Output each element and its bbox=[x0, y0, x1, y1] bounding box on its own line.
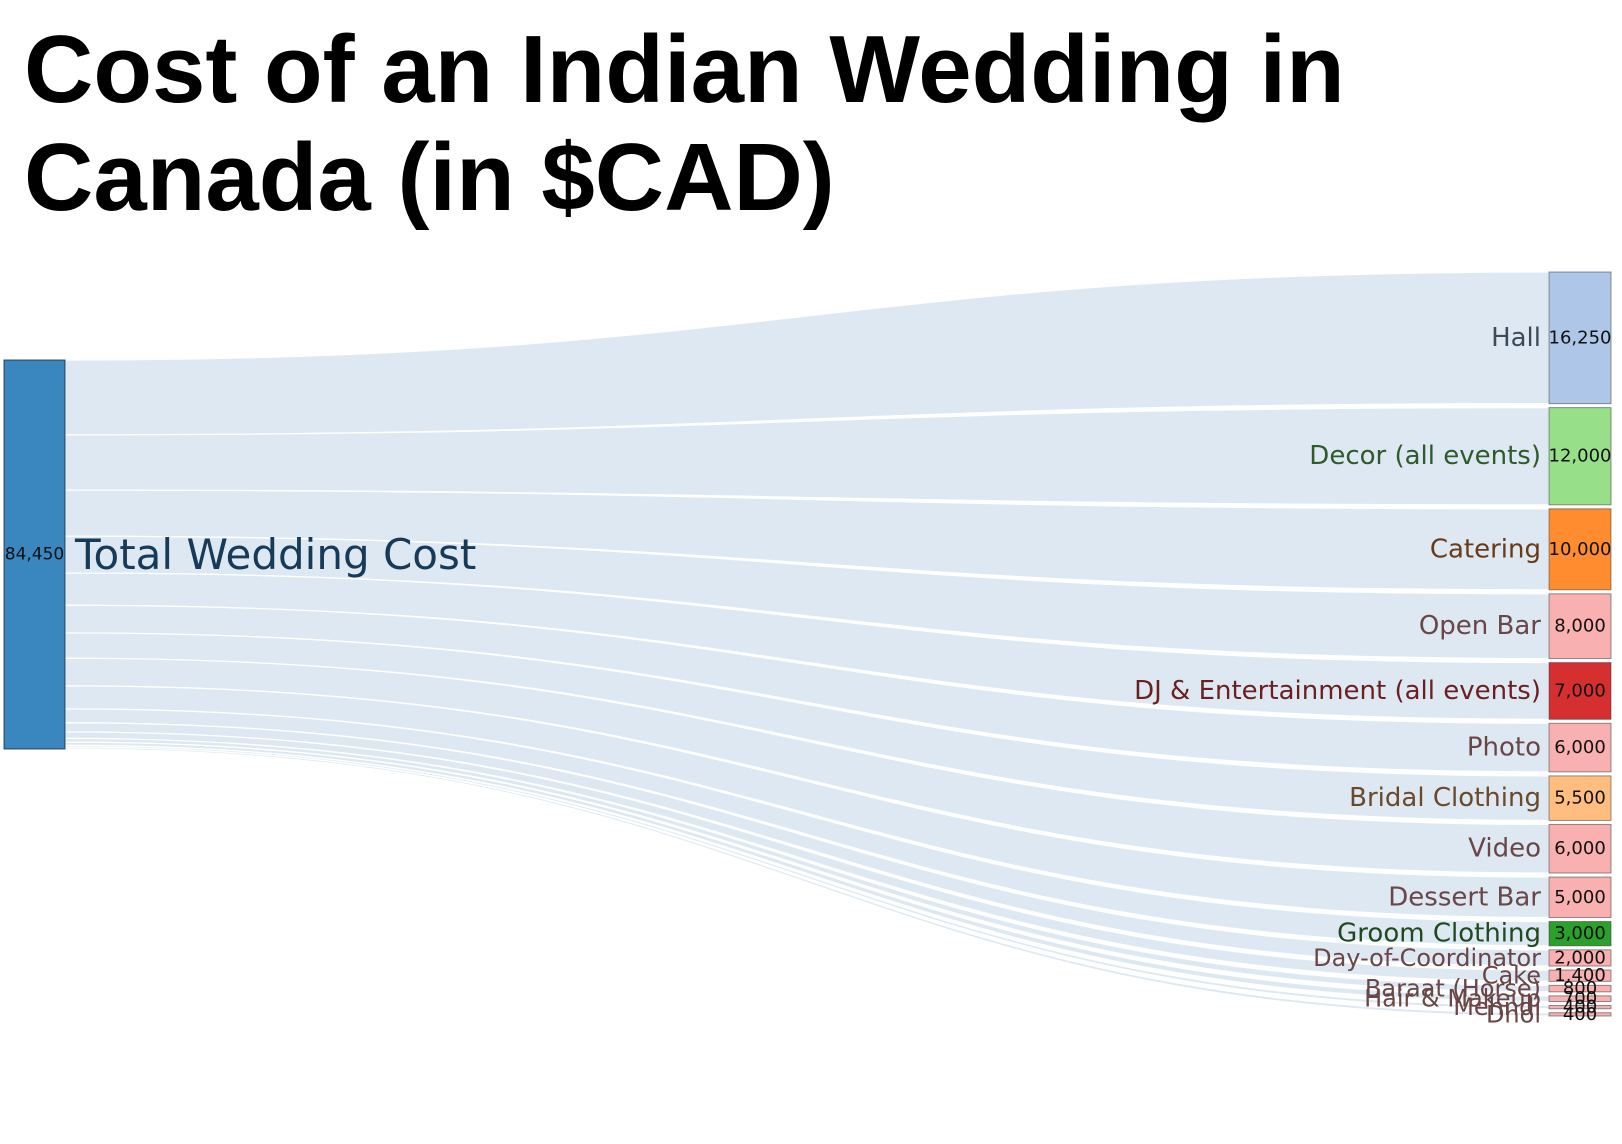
target-node[interactable] bbox=[1548, 995, 1612, 1003]
target-node-value: 8,000 bbox=[1554, 616, 1606, 637]
target-node-label: Hair & Makeup bbox=[1364, 985, 1541, 1013]
target-node-label: Baraat (Horse) bbox=[1365, 975, 1541, 1003]
target-node-value: 5,500 bbox=[1554, 788, 1606, 809]
sankey-links bbox=[64, 271, 1550, 1017]
target-node[interactable] bbox=[1548, 1005, 1612, 1010]
target-node-value: 800 bbox=[1563, 978, 1597, 999]
target-node[interactable] bbox=[1548, 722, 1612, 773]
target-node-label: Photo bbox=[1467, 733, 1541, 763]
source-node[interactable] bbox=[3, 359, 66, 750]
target-node-label: Decor (all events) bbox=[1309, 441, 1541, 471]
target-node-label: Dessert Bar bbox=[1388, 882, 1541, 912]
source-node-value: 84,450 bbox=[5, 545, 64, 565]
target-node-label: Cake bbox=[1482, 962, 1541, 990]
target-node-label: Bridal Clothing bbox=[1349, 783, 1541, 813]
target-node[interactable] bbox=[1548, 984, 1612, 993]
target-node-value: 5,000 bbox=[1554, 887, 1606, 908]
target-node[interactable] bbox=[1548, 407, 1612, 506]
target-node-label: DJ & Entertainment (all events) bbox=[1134, 676, 1541, 706]
target-node-label: Open Bar bbox=[1419, 611, 1541, 641]
target-node-value: 6,000 bbox=[1554, 838, 1606, 859]
sankey-nodes: 16,250 Hall 12,000 Decor (all events) 10,000… bbox=[3, 271, 1612, 1028]
target-node[interactable] bbox=[1548, 921, 1612, 947]
sankey-link[interactable] bbox=[64, 535, 1550, 660]
target-node[interactable] bbox=[1548, 876, 1612, 919]
target-node-value: 700 bbox=[1563, 988, 1597, 1009]
target-node-value: 400 bbox=[1563, 1004, 1597, 1025]
target-node[interactable] bbox=[1548, 775, 1612, 821]
target-node-value: 12,000 bbox=[1549, 446, 1612, 467]
target-node-value: 7,000 bbox=[1554, 680, 1606, 701]
target-node[interactable] bbox=[1548, 662, 1612, 720]
target-node[interactable] bbox=[1548, 271, 1612, 405]
target-node-label: Day-of-Coordinator bbox=[1313, 944, 1541, 972]
target-node-value: 3,000 bbox=[1554, 923, 1606, 944]
target-node-label: Mehndi bbox=[1453, 993, 1541, 1021]
target-node[interactable] bbox=[1548, 508, 1612, 591]
target-node[interactable] bbox=[1548, 823, 1612, 874]
target-node-label: Hall bbox=[1491, 323, 1541, 353]
target-node-label: Groom Clothing bbox=[1337, 919, 1541, 949]
sankey-link[interactable] bbox=[64, 737, 1550, 993]
target-node[interactable] bbox=[1548, 593, 1612, 660]
target-node-label: Catering bbox=[1430, 534, 1541, 564]
source-node-label: Total Wedding Cost bbox=[74, 530, 476, 579]
target-node[interactable] bbox=[1548, 1012, 1612, 1017]
target-node-value: 16,250 bbox=[1549, 327, 1612, 348]
target-node-value: 10,000 bbox=[1549, 539, 1612, 560]
target-node-label: Dhol bbox=[1486, 1000, 1541, 1028]
target-node-value: 2,000 bbox=[1554, 947, 1606, 968]
chart-title: Cost of an Indian Wedding in Canada (in … bbox=[24, 16, 1345, 231]
target-node[interactable] bbox=[1548, 969, 1612, 982]
target-node[interactable] bbox=[1548, 949, 1612, 967]
target-node-label: Video bbox=[1468, 834, 1541, 864]
target-node-value: 1,400 bbox=[1554, 965, 1606, 986]
target-node-value: 6,000 bbox=[1554, 737, 1606, 758]
